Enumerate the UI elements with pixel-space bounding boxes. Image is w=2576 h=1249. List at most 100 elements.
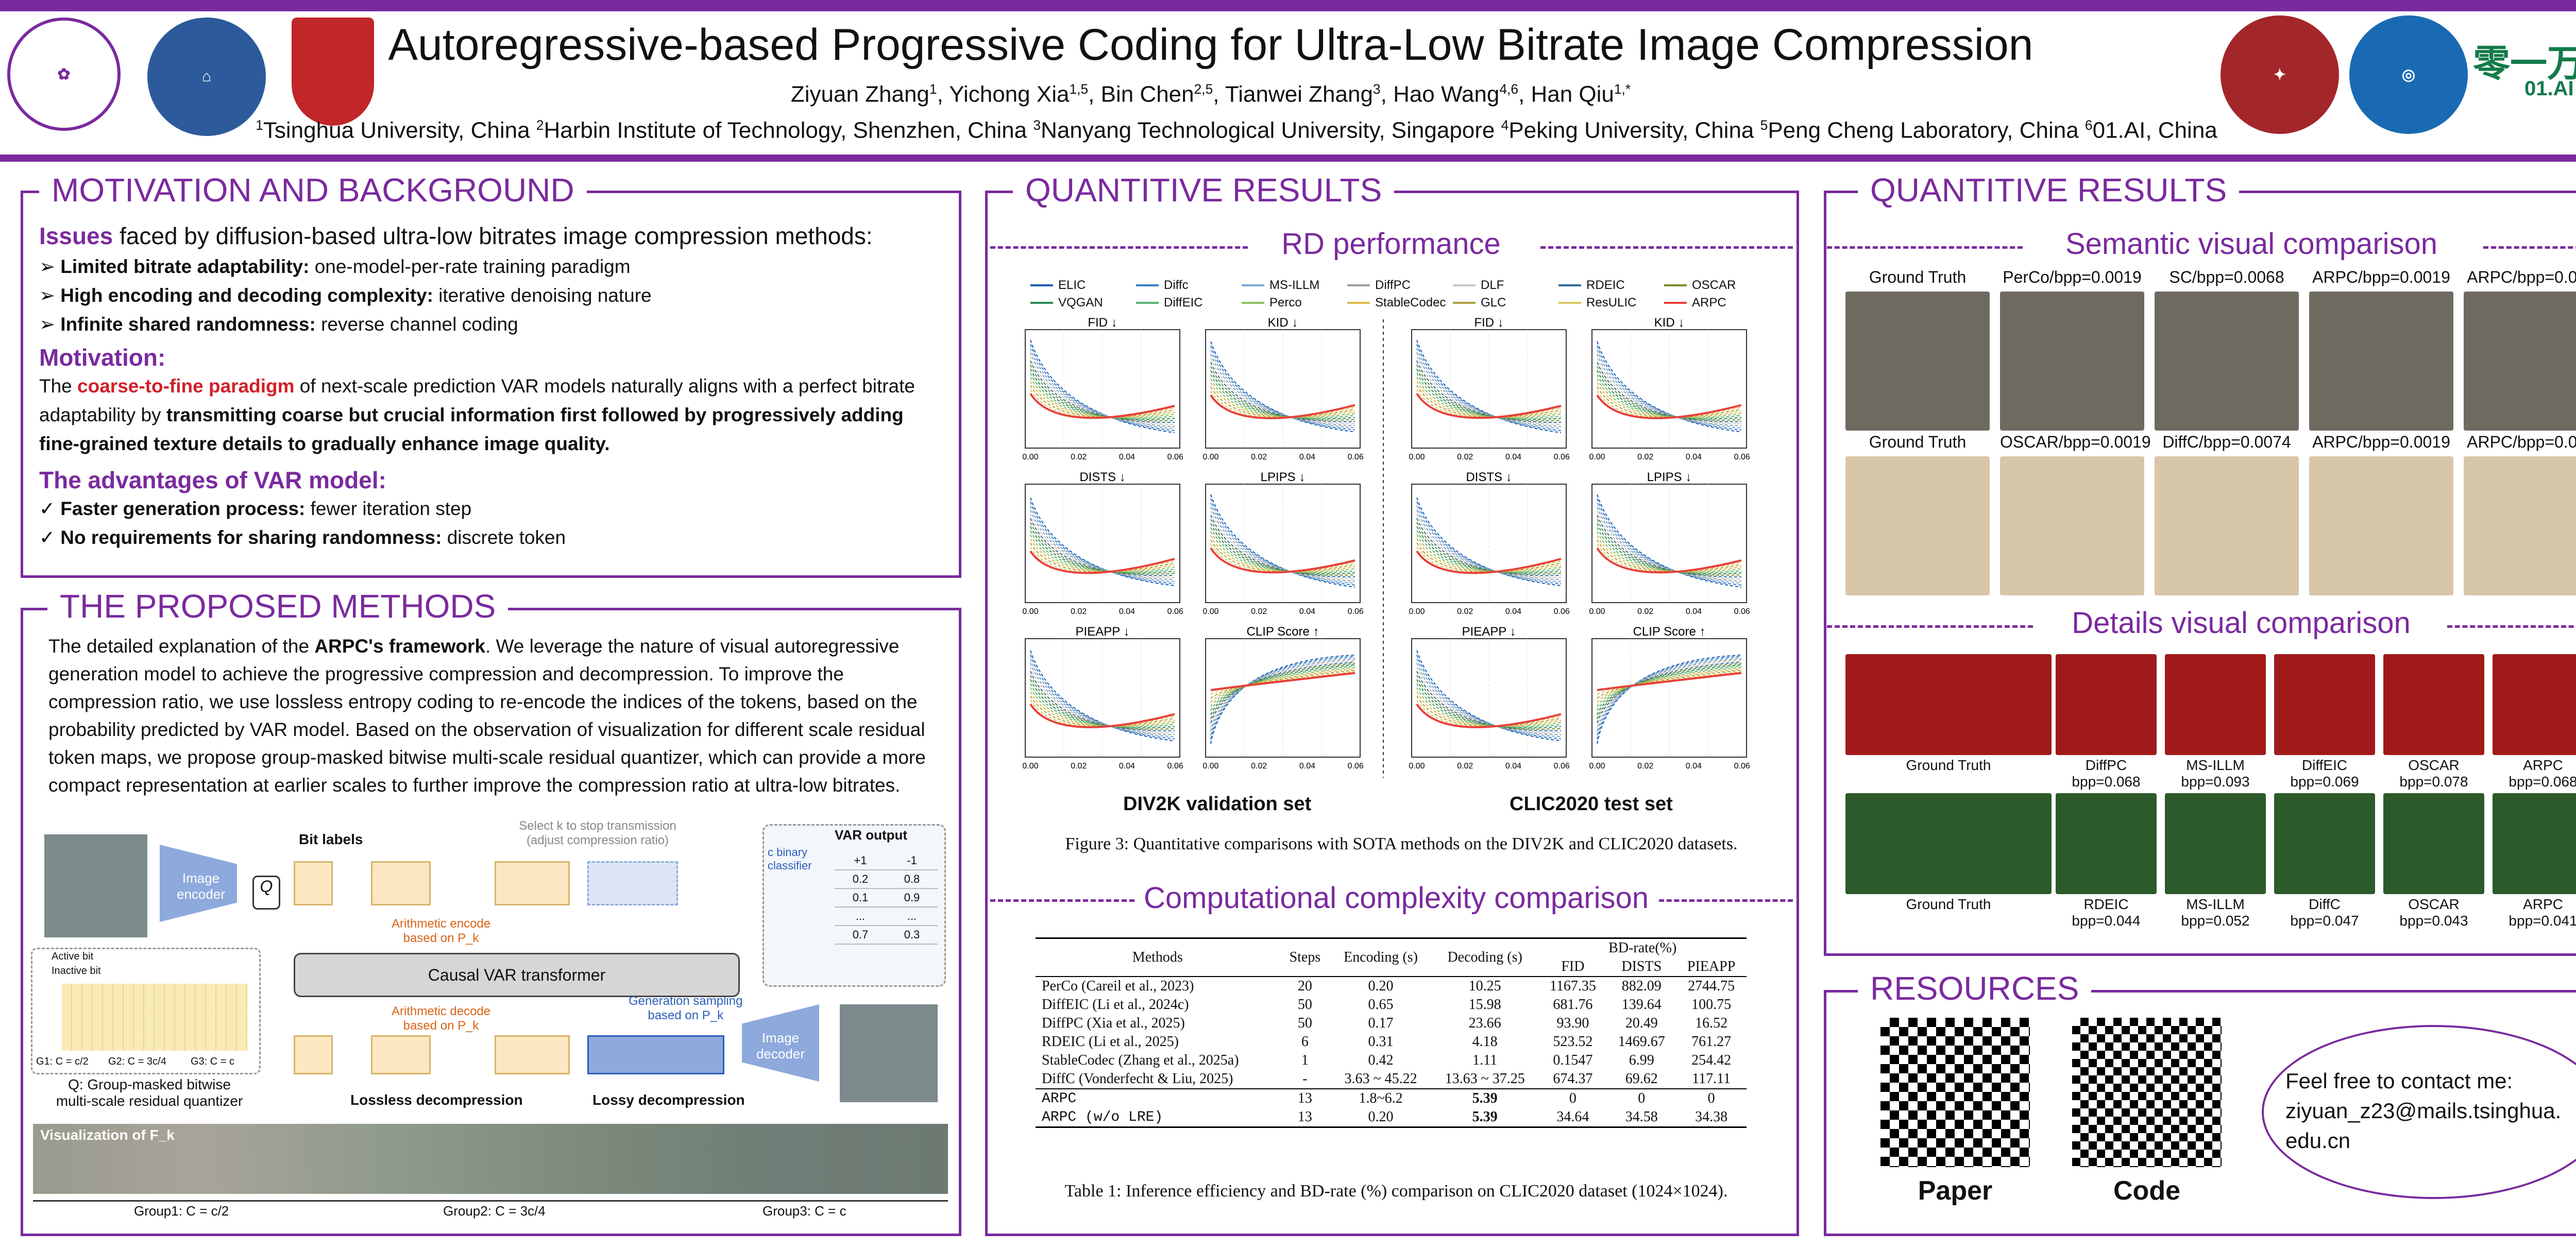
rd-dash-right (1540, 246, 1793, 249)
visualization-label: Visualization of F_k (40, 1127, 175, 1143)
advantages-heading: The advantages of VAR model: (39, 467, 386, 493)
sem-dash-right (2483, 246, 2576, 249)
rd-series-line (1030, 356, 1175, 425)
legend-label: DLF (1481, 278, 1504, 292)
affil-sup: 1 (256, 117, 263, 133)
detail-bpp: bpp=0.044 (2072, 913, 2141, 929)
table-cell: 4.18 (1472, 1034, 1498, 1050)
rd-series-line (1210, 494, 1355, 588)
semantic-caption: DiffC/bpp=0.0074 (2162, 433, 2291, 451)
figure-caption: Figure 3: Quantitative comparisons with … (1065, 834, 1738, 853)
rd-series-line (1597, 341, 1742, 433)
semantic-caption: SC/bpp=0.0068 (2169, 268, 2284, 286)
rd-series-line (1210, 527, 1355, 574)
group-arrow-line (33, 1200, 948, 1202)
rd-xtick: 0.00 (1022, 762, 1038, 771)
table-cell: 93.90 (1556, 1015, 1589, 1031)
table-row: DiffEIC (Li et al., 2024c) 50 0.65 15.98 681… (1036, 996, 1747, 1014)
contact-cloud (2262, 1025, 2576, 1199)
legend-item: Perco (1242, 296, 1302, 310)
affil-name: Tsinghua University, China (263, 117, 530, 143)
rd-xtick: 0.06 (1554, 762, 1570, 771)
inactive-bit-label: Inactive bit (52, 965, 101, 977)
rd-series-line (1416, 368, 1562, 420)
rd-series-line (1416, 526, 1562, 574)
rd-xtick: 0.00 (1409, 453, 1425, 461)
code-qr-code[interactable] (2072, 1018, 2222, 1167)
arith-decode-text: Arithmetic decode based on P_k (392, 1004, 491, 1033)
detail-method: RDEIC (2083, 896, 2129, 912)
table-header-cell: Steps (1289, 949, 1321, 965)
detail-method: MS-ILLM (2186, 896, 2245, 912)
legend-swatch (1242, 284, 1264, 286)
paper-qr-code[interactable] (1880, 1018, 2030, 1167)
rd-series-line (1416, 505, 1562, 582)
rd-series-line (1597, 539, 1742, 572)
rd-series-line (1030, 509, 1175, 580)
rd-xtick: 0.00 (1409, 607, 1425, 616)
rd-series-line (1210, 374, 1355, 419)
contact-email[interactable]: ziyuan_z23@mails.tsinghua. edu.cn (2285, 1099, 2562, 1153)
rd-series-line (1416, 654, 1562, 740)
rd-series-line (1030, 546, 1175, 573)
legend-label: Diffc (1164, 278, 1189, 292)
arrow-bullet-icon: ➢ (39, 256, 61, 277)
gen-sampling-text: Generation sampling based on P_k (629, 994, 743, 1022)
rd-xtick: 0.04 (1686, 762, 1702, 771)
rk-token-bottom (495, 1035, 570, 1074)
detail-method: Ground Truth (1906, 896, 1991, 912)
rd-series-line (1416, 522, 1562, 575)
table-cell: 13 (1297, 1090, 1312, 1106)
rd-series-line (1210, 659, 1355, 732)
rd-series-line (1597, 510, 1742, 579)
table-cell: 6.99 (1629, 1052, 1654, 1068)
rd-series-line (1597, 543, 1742, 573)
semantic-caption: OSCAR/bpp=0.0019 (2000, 433, 2151, 451)
rd-xtick: 0.06 (1167, 762, 1183, 771)
bit-labels-text: Bit labels (299, 831, 363, 847)
lossless-label: Lossless decompression (350, 1092, 523, 1108)
rd-series-line (1030, 360, 1175, 423)
table-header-cell: BD-rate(%) (1608, 940, 1677, 956)
rd-xtick: 0.02 (1637, 762, 1653, 771)
table-cell: 100.75 (1691, 997, 1732, 1013)
rd-series-line (1030, 666, 1175, 733)
var-table-cell: ... (855, 910, 866, 922)
detail-image (2383, 793, 2484, 894)
rd-series-line (1210, 539, 1355, 572)
lossy-label: Lossy decompression (592, 1092, 745, 1108)
legend-swatch (1453, 302, 1476, 304)
rd-series-line (1210, 394, 1355, 419)
rd-series-line (1416, 550, 1562, 574)
legend-item: DLF (1453, 278, 1504, 293)
rd-series-line (1210, 523, 1355, 575)
rd-series-line (1030, 522, 1175, 575)
table-cell: 0.20 (1368, 978, 1394, 994)
legend-swatch (1136, 302, 1159, 304)
rd-xtick: 0.02 (1457, 762, 1473, 771)
table-row-ours: ARPC (w/o LRE) 13 0.20 5.39 34.64 34.58 34.38 (1036, 1108, 1747, 1127)
table-cell: 2744.75 (1688, 978, 1735, 994)
rd-series-line (1416, 377, 1562, 418)
rd-series-line (1030, 542, 1175, 573)
legend-label: StableCodec (1375, 296, 1446, 310)
rd-series-line (1030, 497, 1175, 586)
detail-method: OSCAR (2408, 896, 2460, 912)
check-icon: ✓ (39, 527, 61, 548)
select-k-text: Select k to stop transmission (adjust com… (519, 819, 676, 847)
check-icon: ✓ (39, 498, 61, 519)
issue-text: iterative denoising nature (433, 285, 652, 306)
rd-series-line (1416, 501, 1562, 584)
detail-image (2493, 793, 2576, 894)
detail-image (1845, 654, 2052, 755)
rd-series-line (1210, 349, 1355, 429)
rd-series-line (1210, 510, 1355, 579)
det-dash-left (1827, 625, 2033, 628)
rd-series-line (1416, 385, 1562, 418)
table-cell: 0 (1569, 1090, 1577, 1106)
rd-series-line (1416, 662, 1562, 735)
legend-label: ELIC (1058, 278, 1086, 292)
legend-label: OSCAR (1692, 278, 1736, 292)
quant-title: QUANTITIVE RESULTS (1013, 171, 1395, 209)
semantic-title: Semantic visual comparison (2065, 227, 2438, 261)
